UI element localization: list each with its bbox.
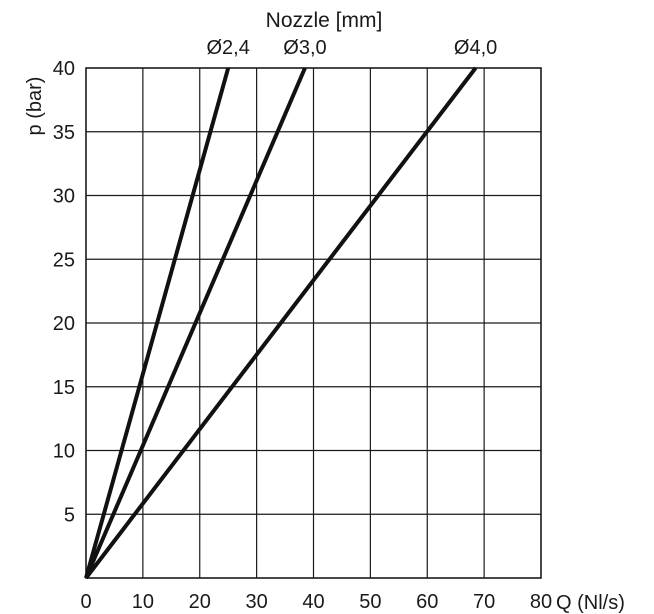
x-axis-label: Q (Nl/s) (556, 592, 625, 614)
x-tick-label-60: 60 (416, 591, 438, 613)
series-line-2 (84, 67, 307, 579)
plot-frame (85, 67, 542, 579)
series-label-3: Ø4,0 (454, 37, 497, 59)
y-tick-label-35: 35 (53, 122, 75, 144)
y-tick-label-10: 10 (53, 441, 75, 463)
x-tick-label-70: 70 (473, 591, 495, 613)
y-tick-label-40: 40 (53, 58, 75, 80)
series-line-1 (84, 67, 231, 579)
series-label-2: Ø3,0 (283, 37, 326, 59)
series-labels: Ø2,4 Ø3,0 Ø4,0 (207, 37, 498, 59)
y-tick-label-5: 5 (64, 504, 75, 526)
y-axis-ticks: 5 10 15 20 25 30 35 40 (53, 58, 75, 526)
chart-title: Nozzle [mm] (266, 9, 383, 32)
grid (86, 68, 541, 578)
y-tick-label-30: 30 (53, 186, 75, 208)
x-axis-ticks: 0 10 20 30 40 50 60 70 80 (80, 591, 552, 613)
x-tick-label-10: 10 (132, 591, 154, 613)
y-tick-label-15: 15 (53, 377, 75, 399)
series-label-1: Ø2,4 (207, 37, 250, 59)
x-tick-label-0: 0 (80, 591, 91, 613)
x-tick-label-30: 30 (246, 591, 268, 613)
y-tick-label-20: 20 (53, 313, 75, 335)
y-tick-label-25: 25 (53, 249, 75, 271)
y-axis-label: p (bar) (24, 77, 46, 136)
x-tick-label-80: 80 (530, 591, 552, 613)
series-layer (84, 66, 478, 580)
x-tick-label-40: 40 (302, 591, 324, 613)
x-tick-label-20: 20 (189, 591, 211, 613)
x-tick-label-50: 50 (359, 591, 381, 613)
series-line-3 (84, 66, 478, 580)
